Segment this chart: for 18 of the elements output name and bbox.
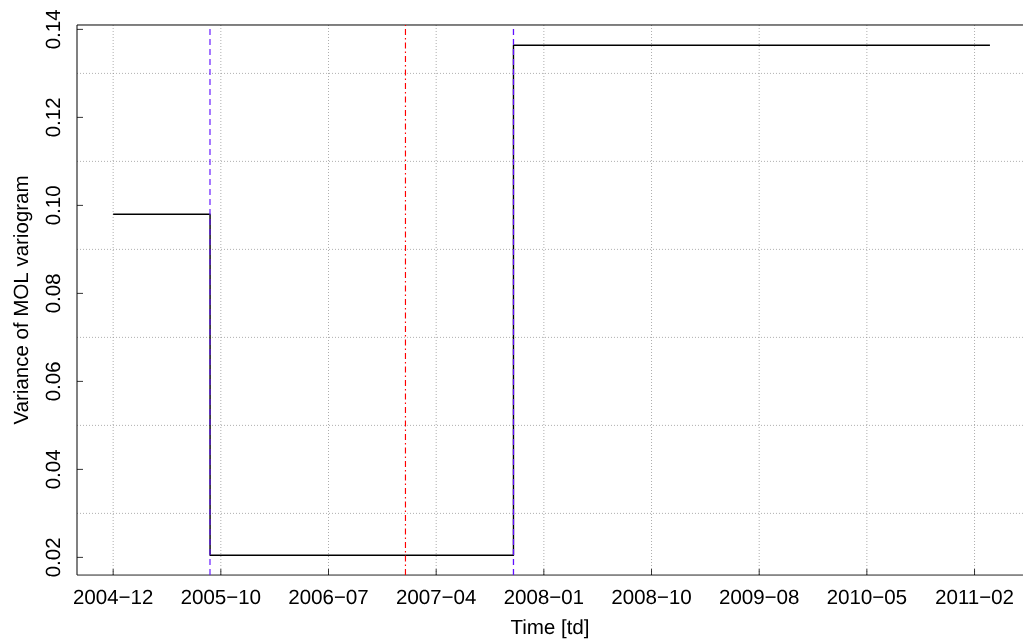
x-tick-label: 2004−12: [74, 589, 153, 605]
x-tick-label: 2007−04: [397, 589, 476, 605]
x-tick-label: 2005−10: [181, 589, 261, 605]
x-tick-label: 2006−07: [289, 589, 368, 605]
x-tick-label: 2011−02: [936, 589, 1013, 605]
y-tick-label: 0.14: [45, 10, 61, 49]
y-axis-title: Variance of MOL variogram: [13, 176, 33, 425]
y-tick-label: 0.10: [45, 186, 61, 225]
x-axis-title: Time [td]: [510, 619, 589, 639]
y-tick-label: 0.04: [45, 450, 61, 489]
x-tick-label: 2010−05: [827, 589, 907, 605]
y-tick-label: 0.06: [45, 362, 61, 401]
x-tick-label: 2008−01: [504, 589, 584, 605]
x-tick-label: 2009−08: [720, 589, 799, 605]
y-tick-label: 0.12: [45, 98, 61, 137]
x-tick-label: 2008−10: [612, 589, 691, 605]
y-tick-label: 0.08: [45, 274, 61, 313]
y-tick-label: 0.02: [45, 538, 61, 577]
